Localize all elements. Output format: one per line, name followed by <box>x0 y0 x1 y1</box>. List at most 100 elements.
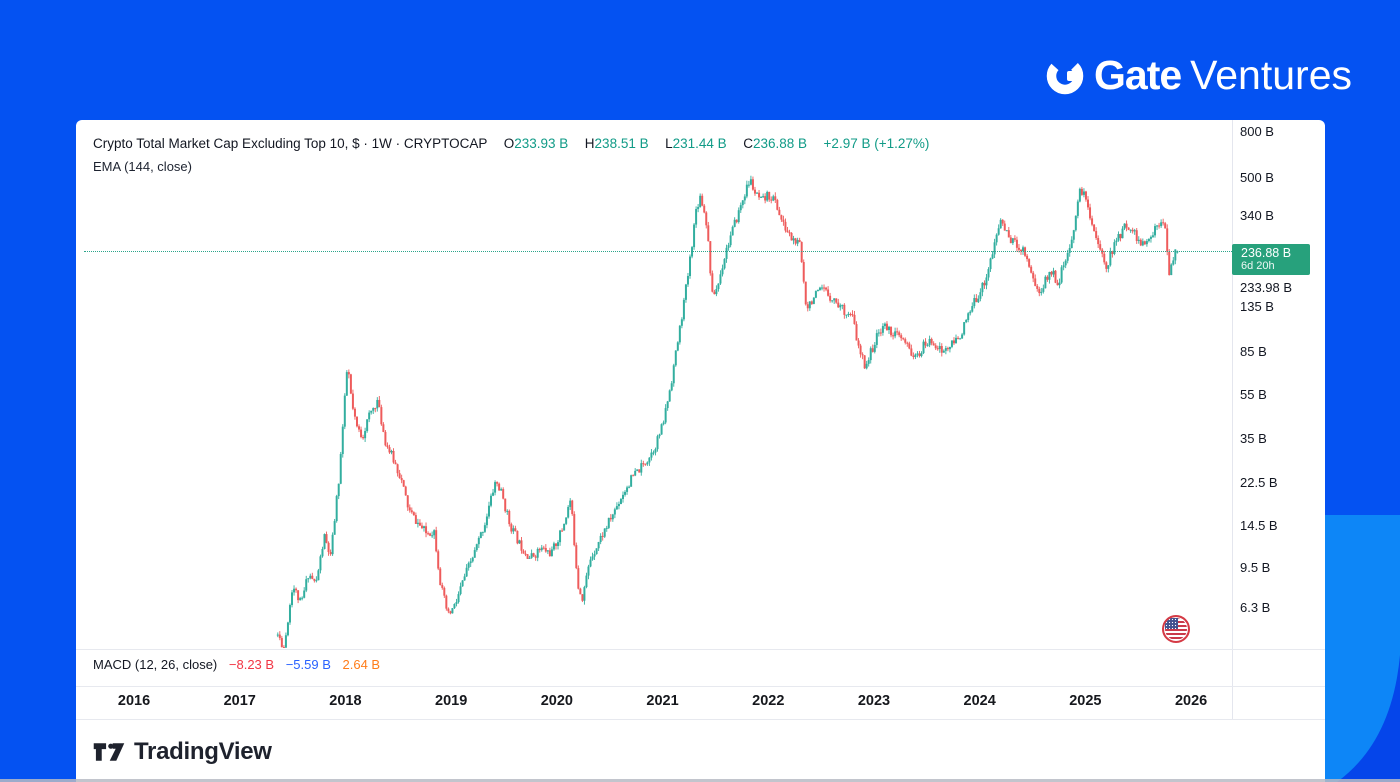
candle <box>802 262 805 282</box>
candle <box>1117 234 1120 241</box>
candle <box>1111 251 1114 254</box>
candle <box>595 548 598 555</box>
candle <box>561 530 564 532</box>
candle <box>293 588 296 593</box>
candle <box>514 528 517 531</box>
high-value: 238.51 B <box>594 136 649 151</box>
candle <box>721 268 724 275</box>
candle <box>485 516 488 526</box>
candlestick-chart[interactable] <box>76 120 1325 649</box>
candle <box>1046 276 1049 280</box>
candle <box>1143 241 1146 245</box>
candle <box>1166 228 1169 252</box>
candle <box>987 269 990 278</box>
candle <box>959 338 962 340</box>
price-tick-label: 6.3 B <box>1240 599 1271 615</box>
candle <box>617 504 620 507</box>
candle <box>1074 215 1077 231</box>
candle <box>741 200 744 206</box>
candle <box>747 184 750 186</box>
candle <box>780 215 783 220</box>
last-price-badge[interactable]: 236.88 B 6d 20h <box>1232 244 1310 276</box>
symbol-legend[interactable]: Crypto Total Market Cap Excluding Top 10… <box>93 136 929 151</box>
candle <box>544 547 547 552</box>
macd-indicator-legend[interactable]: MACD (12, 26, close) −8.23 B −5.59 B 2.6… <box>93 657 388 672</box>
candle <box>770 199 773 201</box>
candle <box>280 638 283 648</box>
candle <box>918 353 921 357</box>
candle <box>865 363 868 369</box>
candle <box>455 602 458 604</box>
candle <box>613 509 616 515</box>
candle <box>1040 291 1043 294</box>
candle <box>313 578 316 581</box>
candle <box>358 426 361 430</box>
year-tick-label: 2017 <box>223 693 256 709</box>
candle <box>414 515 417 524</box>
candle <box>611 514 614 520</box>
candle <box>934 345 937 349</box>
candle <box>634 470 637 476</box>
candle <box>536 548 539 558</box>
candle <box>900 335 903 339</box>
candle <box>898 332 901 336</box>
close-value: 236.88 B <box>752 136 808 151</box>
candle <box>670 383 673 391</box>
tradingview-attribution[interactable]: TradingView <box>93 738 272 766</box>
candle <box>479 532 482 538</box>
candle <box>593 554 596 557</box>
time-axis[interactable]: 2016 2017 2018 2019 2020 2021 2022 2023 2024 2025… <box>76 686 1325 719</box>
candle <box>1131 229 1134 232</box>
candle <box>650 452 653 458</box>
candle <box>345 372 348 396</box>
candle <box>496 482 499 484</box>
candle <box>997 228 1000 235</box>
price-tick-label: 500 B <box>1240 169 1274 185</box>
candle <box>772 196 775 201</box>
candle <box>948 346 951 350</box>
candle <box>971 306 974 312</box>
candle <box>402 480 405 487</box>
candle <box>282 647 285 648</box>
candle <box>723 258 726 269</box>
candle <box>1145 241 1148 245</box>
candle <box>776 199 779 210</box>
gate-ventures-logo: Gate Ventures <box>1046 52 1352 99</box>
candle <box>890 326 893 336</box>
candle <box>331 534 334 555</box>
candle <box>1168 251 1171 276</box>
candle <box>818 287 821 290</box>
candle <box>952 340 955 344</box>
candle <box>1147 238 1150 242</box>
candle <box>977 298 980 303</box>
candle <box>323 534 326 549</box>
candle <box>1007 230 1010 238</box>
candle <box>892 335 895 337</box>
candle <box>1127 227 1130 230</box>
candle <box>557 542 560 546</box>
candle <box>335 496 338 522</box>
candle <box>1080 188 1083 195</box>
candle <box>735 219 738 223</box>
last-price-value: 236.88 B <box>1241 246 1292 261</box>
candle <box>1044 276 1047 289</box>
candle <box>881 326 884 333</box>
candle <box>581 594 584 601</box>
candle <box>827 289 830 296</box>
candle <box>1026 255 1029 260</box>
candle <box>575 545 578 569</box>
candle <box>1087 199 1089 208</box>
year-tick-label: 2024 <box>963 693 996 709</box>
candle <box>447 608 450 612</box>
candle <box>784 221 787 231</box>
candle <box>843 304 846 315</box>
pane-separator[interactable] <box>76 649 1325 650</box>
candle <box>1141 241 1144 246</box>
candle <box>717 283 720 290</box>
ema-indicator-legend[interactable]: EMA (144, close) <box>93 159 192 174</box>
candle <box>1139 239 1142 246</box>
candle <box>1113 242 1116 254</box>
candle <box>644 463 647 465</box>
candle <box>638 469 641 473</box>
candle <box>599 535 602 543</box>
